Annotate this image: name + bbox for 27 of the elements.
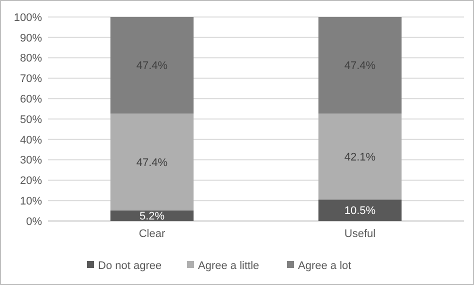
y-tick-label: 70%: [20, 73, 42, 86]
y-tick-label: 90%: [20, 32, 42, 44]
data-label: 5.2%: [139, 210, 165, 223]
y-tick-label: 40%: [20, 134, 42, 146]
y-tick-label: 60%: [20, 93, 42, 106]
data-label: 47.4%: [136, 60, 168, 72]
y-tick-label: 80%: [20, 52, 42, 65]
bar: [318, 114, 402, 200]
data-label: 47.4%: [136, 156, 168, 169]
legend-label: Agree a little: [198, 260, 260, 272]
data-label: 47.4%: [344, 60, 376, 72]
bar: [318, 17, 402, 114]
data-label: 10.5%: [344, 205, 376, 218]
y-tick-label: 10%: [20, 195, 42, 208]
bar: [110, 114, 194, 210]
y-tick-label: 50%: [20, 114, 42, 126]
legend-label: Agree a lot: [298, 260, 352, 272]
x-tick-label: Useful: [344, 228, 376, 240]
bar: [318, 200, 402, 221]
data-label: 42.1%: [344, 151, 376, 164]
y-tick-label: 0%: [26, 216, 42, 228]
y-tick-label: 100%: [14, 12, 42, 24]
bar: [110, 17, 194, 114]
y-tick-label: 20%: [20, 175, 42, 188]
legend-label: Do not agree: [98, 260, 162, 272]
x-tick-label: Clear: [138, 228, 166, 240]
y-tick-label: 30%: [20, 154, 42, 167]
